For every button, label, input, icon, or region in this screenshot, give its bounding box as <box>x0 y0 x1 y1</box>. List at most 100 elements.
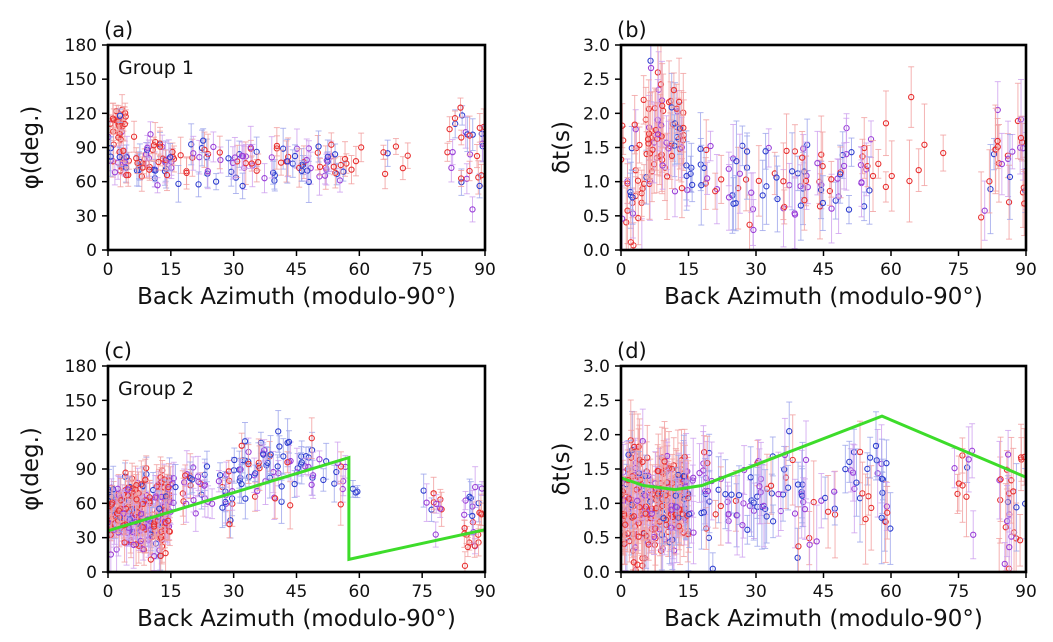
data-point <box>644 136 652 143</box>
x-tick-label: 0 <box>103 260 114 280</box>
data-point <box>157 552 164 560</box>
data-point <box>698 182 705 189</box>
data-point <box>672 492 679 499</box>
data-point <box>707 142 714 150</box>
y-tick-label: 30 <box>75 529 97 549</box>
panel-label: (b) <box>617 18 647 42</box>
x-tick-label: 60 <box>349 260 371 280</box>
x-tick-label: 15 <box>160 260 182 280</box>
data-point <box>404 152 411 159</box>
y-tick-label: 120 <box>65 426 97 446</box>
data-point <box>635 533 642 540</box>
data-point <box>116 153 123 161</box>
data-point <box>703 146 710 154</box>
data-point <box>730 200 737 207</box>
data-point <box>668 506 675 513</box>
y-axis-label: φ(deg.) <box>18 106 44 190</box>
data-point <box>459 112 466 119</box>
data-point <box>735 491 743 499</box>
data-point <box>150 142 158 149</box>
data-point <box>783 147 790 155</box>
data-point <box>430 490 437 497</box>
data-point <box>339 485 346 493</box>
data-point <box>802 456 810 464</box>
data-point <box>195 478 202 485</box>
data-point <box>139 500 147 508</box>
data-point <box>177 152 184 159</box>
data-point <box>799 154 806 161</box>
data-point <box>458 175 465 182</box>
data-point <box>137 510 145 518</box>
data-points <box>621 45 1026 250</box>
data-point <box>781 466 788 473</box>
panel-label: (c) <box>104 339 132 363</box>
data-point <box>647 514 654 522</box>
data-point <box>308 435 315 442</box>
data-point <box>1018 139 1026 146</box>
data-point <box>908 93 915 101</box>
data-point <box>268 154 275 161</box>
data-point <box>873 457 880 464</box>
data-point <box>684 186 691 194</box>
x-tick-label: 60 <box>349 582 371 602</box>
data-point <box>994 106 1001 114</box>
data-point <box>661 458 668 465</box>
data-point <box>130 541 137 549</box>
data-point <box>683 172 690 180</box>
data-point <box>757 489 764 496</box>
data-point <box>814 159 821 167</box>
data-point <box>940 149 947 157</box>
data-point <box>195 181 202 188</box>
data-point <box>1004 155 1012 162</box>
data-point <box>466 132 473 139</box>
data-point <box>762 148 769 155</box>
data-point <box>849 469 857 476</box>
data-point <box>631 121 638 128</box>
data-point <box>630 513 638 520</box>
data-point <box>864 162 871 170</box>
data-point <box>817 186 825 194</box>
data-point <box>167 154 174 161</box>
data-point <box>277 159 285 166</box>
y-tick-label: 180 <box>65 36 97 56</box>
panel-a: 0 15 30 45 60 75 90 0 30 60 90 120 150 180 Back Azimut… <box>18 18 496 310</box>
data-point <box>219 504 226 511</box>
data-point <box>663 139 670 146</box>
data-point <box>172 483 179 491</box>
data-point <box>175 180 182 187</box>
data-point <box>639 458 646 466</box>
data-point <box>461 524 468 532</box>
data-point <box>467 494 474 502</box>
data-point <box>819 163 826 170</box>
y-axis-label: δt(s) <box>549 121 575 174</box>
data-point <box>671 188 679 195</box>
data-point <box>665 145 672 152</box>
data-point <box>153 483 160 490</box>
data-point <box>479 140 485 147</box>
data-point <box>744 526 751 533</box>
data-point <box>801 197 808 204</box>
data-point <box>725 194 733 201</box>
data-point <box>472 483 479 491</box>
data-point <box>147 131 154 138</box>
data-point <box>330 163 337 170</box>
data-point <box>857 161 865 169</box>
data-point <box>680 473 687 480</box>
data-point <box>239 182 246 190</box>
data-point <box>130 133 138 140</box>
data-point <box>457 104 464 111</box>
data-point <box>448 164 455 172</box>
data-point <box>645 587 650 592</box>
data-point <box>802 177 810 185</box>
data-point <box>156 143 164 150</box>
data-point <box>163 171 171 179</box>
data-point <box>828 205 835 212</box>
data-point <box>866 187 873 194</box>
data-point <box>341 155 349 163</box>
data-point <box>458 134 465 141</box>
data-point <box>115 507 123 514</box>
data-point <box>640 96 647 103</box>
data-point <box>668 152 676 160</box>
x-tick-label: 90 <box>1015 260 1037 280</box>
